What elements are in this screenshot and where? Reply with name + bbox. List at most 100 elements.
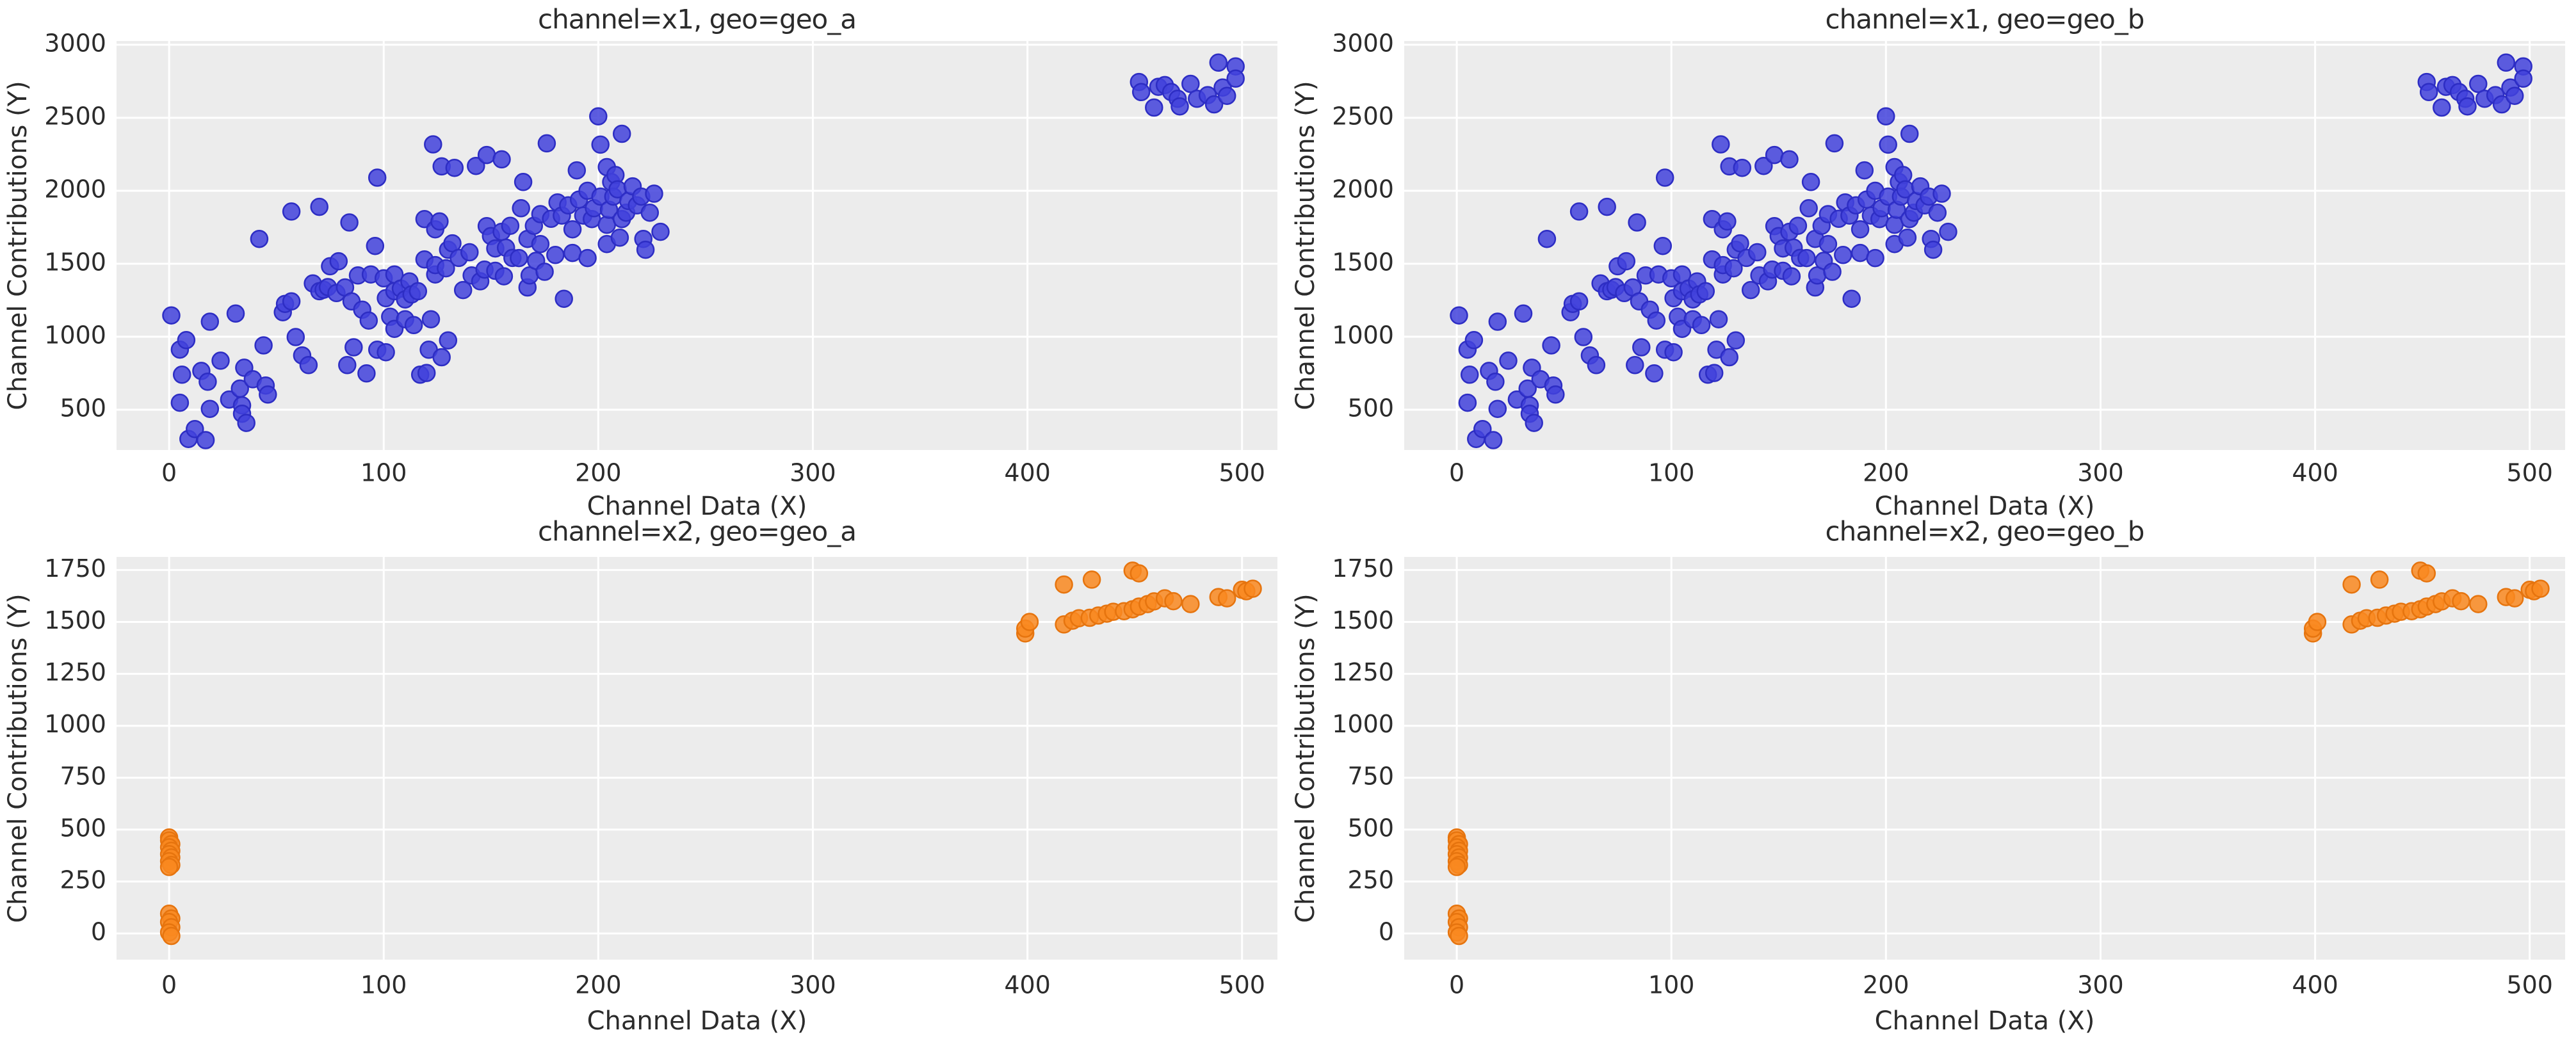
scatter-point: [492, 150, 511, 169]
y-tick-label: 1250: [44, 658, 106, 686]
scatter-point: [226, 304, 245, 323]
scatter-point: [1542, 336, 1560, 355]
scatter-point: [1217, 589, 1236, 608]
scatter-point: [2417, 564, 2436, 583]
scatter-point: [299, 356, 318, 375]
scatter-point: [2342, 575, 2361, 594]
scatter-point: [636, 240, 655, 259]
scatter-point: [1900, 124, 1919, 143]
x-tick-label: 400: [1004, 459, 1051, 487]
scatter-point: [211, 351, 230, 370]
scatter-point: [430, 212, 449, 231]
scatter-point: [286, 328, 305, 346]
scatter-point: [1617, 252, 1636, 271]
scatter-points-x1: [1450, 53, 2532, 449]
scatter-point: [640, 203, 660, 222]
scatter-point: [1464, 331, 1484, 350]
scatter-point: [2419, 83, 2438, 102]
scatter-point: [377, 342, 395, 362]
y-tick-label: 1500: [1332, 606, 1394, 634]
scatter-point: [357, 364, 376, 383]
scatter-point: [1645, 364, 1664, 383]
y-tick-label: 250: [60, 866, 106, 894]
scatter-point: [612, 124, 631, 143]
scatter-point: [1834, 246, 1852, 264]
scatter-point: [597, 215, 616, 234]
subplot-title: channel=x1, geo=geo_b: [1826, 4, 2144, 35]
scatter-point: [1726, 331, 1746, 350]
scatter-point: [1458, 393, 1477, 412]
scatter-point: [563, 220, 582, 239]
scatter-point: [1486, 373, 1505, 391]
scatter-point: [2433, 98, 2451, 117]
scatter-point: [2514, 69, 2532, 88]
scatter-points-x1: [162, 53, 1245, 449]
scatter-point: [1823, 262, 1842, 281]
scatter-point: [259, 385, 277, 404]
y-tick-label: 2000: [1332, 175, 1394, 203]
scatter-point: [535, 262, 554, 281]
y-tick-label: 500: [1347, 814, 1394, 842]
scatter-point: [1855, 161, 1874, 180]
scatter-point: [1765, 145, 1784, 165]
scatter-point: [368, 168, 387, 187]
scatter-point: [445, 158, 464, 177]
scatter-point: [409, 282, 428, 301]
scatter-point: [1598, 197, 1616, 216]
scatter-point: [1450, 926, 1468, 946]
scatter-point: [1131, 83, 1151, 102]
x-tick-label: 400: [2292, 459, 2338, 487]
scatter-point: [2505, 86, 2524, 105]
x-tick-label: 300: [790, 971, 836, 999]
y-tick-label: 1250: [1332, 658, 1394, 686]
x-tick-label: 0: [1449, 971, 1464, 999]
y-tick-label: 750: [1347, 762, 1394, 790]
scatter-point: [421, 310, 441, 328]
scatter-point: [1204, 95, 1224, 114]
scatter-point: [1696, 282, 1715, 301]
scatter-point: [453, 280, 473, 300]
scatter-point: [1754, 156, 1773, 175]
scatter-point: [591, 135, 610, 154]
scatter-point: [177, 331, 196, 350]
y-axis-label: Channel Contributions (Y): [3, 81, 33, 410]
scatter-point: [610, 228, 629, 247]
scatter-point: [417, 364, 436, 382]
scatter-point: [1655, 168, 1674, 187]
scatter-point: [198, 373, 217, 391]
x-axis-label: Channel Data (X): [587, 1006, 807, 1036]
x-tick-label: 500: [1219, 971, 1265, 999]
scatter-point: [512, 199, 530, 218]
plot-background: [1404, 41, 2565, 450]
scatter-point: [1748, 243, 1767, 262]
scatter-point: [2497, 53, 2516, 72]
scatter-point: [1712, 135, 1730, 154]
subplot-title: channel=x2, geo=geo_a: [538, 516, 856, 547]
scatter-point: [1724, 259, 1743, 278]
scatter-point: [1819, 234, 1838, 254]
scatter-point: [1217, 86, 1236, 105]
scatter-point: [1866, 248, 1884, 268]
scatter-point: [1709, 310, 1728, 328]
y-tick-label: 2500: [44, 102, 106, 130]
scatter-point: [1799, 199, 1818, 218]
subplot-title: channel=x2, geo=geo_b: [1826, 516, 2144, 547]
x-tick-label: 100: [360, 459, 407, 487]
subplot-x2-geo-b: channel=x2, geo=geo_b 0 100 200 300 400 500 0 25…: [1291, 516, 2565, 1036]
subplot-x2-geo-a: channel=x2, geo=geo_a 0 100 200 300 400 500 0 25…: [3, 516, 1277, 1036]
scatter-point: [1718, 212, 1737, 231]
scatter-point: [1164, 592, 1183, 611]
scatter-point: [2531, 579, 2550, 598]
scatter-point: [1055, 575, 1073, 594]
y-tick-label: 500: [60, 814, 106, 842]
y-tick-label: 1500: [1332, 248, 1394, 277]
y-tick-label: 1750: [1332, 554, 1394, 583]
y-axis-label: Channel Contributions (Y): [1291, 593, 1320, 923]
scatter-point: [1932, 184, 1951, 203]
scatter-point: [172, 366, 191, 384]
scatter-point: [344, 338, 363, 357]
scatter-point: [460, 243, 479, 262]
y-axis-label: Channel Contributions (Y): [1291, 81, 1320, 410]
scatter-point: [1664, 342, 1683, 362]
